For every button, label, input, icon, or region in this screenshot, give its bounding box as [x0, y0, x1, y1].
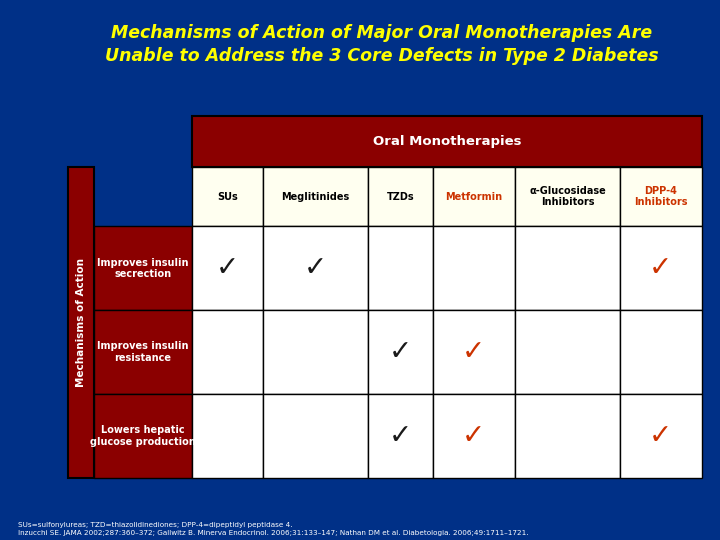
- Text: ✓: ✓: [462, 422, 485, 450]
- Bar: [192, 116, 702, 167]
- Text: DPP-4
Inhibitors: DPP-4 Inhibitors: [634, 186, 688, 207]
- Text: ✓: ✓: [304, 254, 327, 282]
- Text: ✓: ✓: [216, 254, 239, 282]
- Bar: [263, 167, 368, 226]
- Text: Improves insulin
secrection: Improves insulin secrection: [97, 258, 189, 279]
- Bar: [515, 167, 620, 226]
- Text: ✓: ✓: [649, 254, 672, 282]
- Bar: [192, 394, 263, 478]
- Bar: [68, 167, 94, 478]
- Bar: [433, 310, 515, 394]
- Bar: [620, 226, 702, 310]
- Text: Mechanisms of Action: Mechanisms of Action: [76, 258, 86, 387]
- Text: Metformin: Metformin: [446, 192, 503, 201]
- Bar: [368, 310, 433, 394]
- Bar: [620, 167, 702, 226]
- Text: SUs=sulfonylureas; TZD=thiazolidinediones; DPP-4=dipeptidyl peptidase 4.
Inzucch: SUs=sulfonylureas; TZD=thiazolidinedione…: [18, 522, 528, 536]
- Text: ✓: ✓: [389, 338, 412, 366]
- Bar: [368, 226, 433, 310]
- Bar: [94, 394, 192, 478]
- Bar: [263, 310, 368, 394]
- Bar: [368, 394, 433, 478]
- Bar: [192, 226, 263, 310]
- Bar: [94, 310, 192, 394]
- Bar: [433, 226, 515, 310]
- Text: α-Glucosidase
Inhibitors: α-Glucosidase Inhibitors: [529, 186, 606, 207]
- Text: ✓: ✓: [649, 422, 672, 450]
- Text: Lowers hepatic
glucose production: Lowers hepatic glucose production: [90, 425, 196, 447]
- Bar: [263, 394, 368, 478]
- Text: Mechanisms of Action of Major Oral Monotherapies Are
Unable to Address the 3 Cor: Mechanisms of Action of Major Oral Monot…: [105, 24, 658, 65]
- Text: TZDs: TZDs: [387, 192, 414, 201]
- Bar: [433, 167, 515, 226]
- Text: ✓: ✓: [462, 338, 485, 366]
- Bar: [433, 394, 515, 478]
- Text: Meglitinides: Meglitinides: [281, 192, 349, 201]
- Text: Improves insulin
resistance: Improves insulin resistance: [97, 341, 189, 363]
- Bar: [94, 226, 192, 310]
- Bar: [192, 167, 263, 226]
- Text: SUs: SUs: [217, 192, 238, 201]
- Bar: [192, 310, 263, 394]
- Text: Oral Monotherapies: Oral Monotherapies: [373, 135, 521, 148]
- Bar: [620, 394, 702, 478]
- Bar: [515, 394, 620, 478]
- Bar: [263, 226, 368, 310]
- Text: ✓: ✓: [389, 422, 412, 450]
- Bar: [368, 167, 433, 226]
- Bar: [515, 226, 620, 310]
- Bar: [515, 310, 620, 394]
- Bar: [620, 310, 702, 394]
